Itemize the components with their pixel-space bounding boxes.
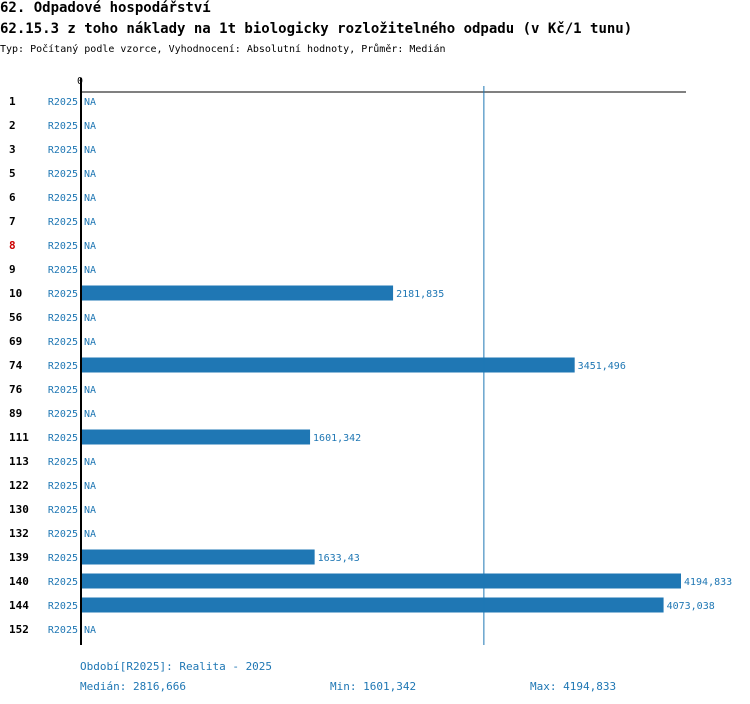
value-label: 1633,43 [318,553,360,564]
max-value: Max: 4194,833 [530,680,617,693]
bar [81,357,575,373]
category-label: 6 [9,191,16,204]
category-label: 132 [9,527,29,540]
na-label: NA [84,265,96,276]
na-label: NA [84,313,96,324]
category-label: 76 [9,383,23,396]
category-label: 9 [9,263,16,276]
category-label: 8 [9,239,16,252]
series-label: R2025 [48,385,78,396]
series-label: R2025 [48,601,78,612]
na-label: NA [84,625,96,636]
series-label: R2025 [48,169,78,180]
series-label: R2025 [48,313,78,324]
series-label: R2025 [48,553,78,564]
na-label: NA [84,193,96,204]
na-label: NA [84,457,96,468]
category-label: 56 [9,311,23,324]
median-value: Medián: 2816,666 [80,680,186,693]
na-label: NA [84,529,96,540]
category-label: 111 [9,431,29,444]
category-label: 10 [9,287,22,300]
series-label: R2025 [48,337,78,348]
series-label: R2025 [48,457,78,468]
na-label: NA [84,241,96,252]
series-label: R2025 [48,193,78,204]
series-label: R2025 [48,433,78,444]
category-label: 122 [9,479,29,492]
series-label: R2025 [48,625,78,636]
bar [81,285,394,301]
bar [81,573,681,589]
value-label: 3451,496 [578,361,626,372]
na-label: NA [84,385,96,396]
category-label: 152 [9,623,29,636]
na-label: NA [84,409,96,420]
value-label: 1601,342 [313,433,361,444]
bar [81,429,311,445]
series-label: R2025 [48,265,78,276]
category-label: 130 [9,503,29,516]
value-label: 2181,835 [396,289,444,300]
na-label: NA [84,169,96,180]
category-label: 89 [9,407,22,420]
category-label: 144 [9,599,29,612]
series-label: R2025 [48,577,78,588]
category-label: 2 [9,119,16,132]
category-label: 113 [9,455,29,468]
series-label: R2025 [48,289,78,300]
category-label: 139 [9,551,29,564]
series-label: R2025 [48,505,78,516]
na-label: NA [84,481,96,492]
series-label: R2025 [48,121,78,132]
category-label: 5 [9,167,16,180]
value-label: 4194,833 [684,577,732,588]
indicator-title: 62.15.3 z toho náklady na 1t biologicky … [0,21,633,37]
bar [81,549,315,565]
series-label: R2025 [48,361,78,372]
series-label: R2025 [48,481,78,492]
page-title: 62. Odpadové hospodářství [0,0,211,16]
series-label: R2025 [48,409,78,420]
na-label: NA [84,505,96,516]
series-label: R2025 [48,241,78,252]
na-label: NA [84,337,96,348]
min-value: Min: 1601,342 [330,680,417,693]
value-label: 4073,038 [667,601,715,612]
na-label: NA [84,217,96,228]
category-label: 140 [9,575,29,588]
na-label: NA [84,97,96,108]
category-label: 3 [9,143,16,156]
series-label: R2025 [48,217,78,228]
category-label: 74 [9,359,23,372]
na-label: NA [84,121,96,132]
category-label: 69 [9,335,22,348]
na-label: NA [84,145,96,156]
period-note: Období[R2025]: Realita - 2025 [80,660,273,673]
bar [81,597,664,613]
category-label: 7 [9,215,16,228]
series-label: R2025 [48,97,78,108]
category-label: 1 [9,95,16,108]
series-label: R2025 [48,529,78,540]
indicator-meta: Typ: Počítaný podle vzorce, Vyhodnocení:… [0,44,446,55]
series-label: R2025 [48,145,78,156]
